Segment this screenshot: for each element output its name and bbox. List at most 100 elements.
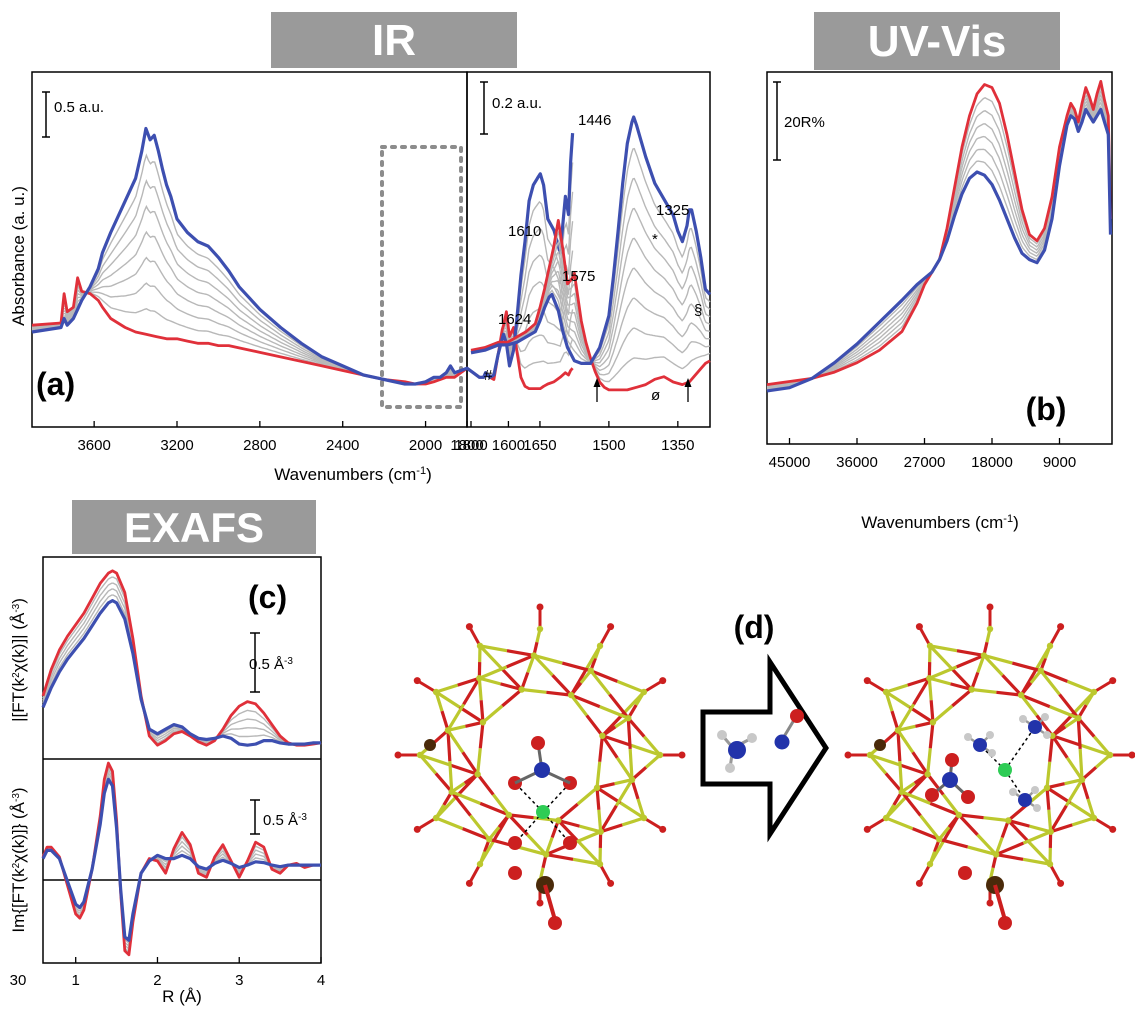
o-bond <box>596 786 622 805</box>
n-atom <box>1018 793 1032 807</box>
o-bond <box>908 705 934 724</box>
intermediate-line <box>42 582 322 746</box>
o-atom <box>925 788 939 802</box>
intermediate-line <box>42 774 321 944</box>
si-atom <box>898 788 905 796</box>
si-bond <box>1019 694 1039 717</box>
o-atom <box>1109 825 1117 833</box>
panel-label-a: (a) <box>36 366 75 402</box>
cu-atom <box>536 805 550 819</box>
si-bond <box>1039 669 1061 696</box>
si-bond <box>982 654 1004 677</box>
o-bond <box>458 705 484 724</box>
panel-c-bottom-scale-label: 0.5 Å-3 <box>263 812 307 830</box>
x-tick-label: 3200 <box>160 437 193 454</box>
si-bond <box>491 793 511 816</box>
panel-a-zoom-plot: 1800 1650 1500 1350 <box>454 115 712 454</box>
o-atom <box>548 916 562 930</box>
si-bond <box>928 644 953 669</box>
x-tick-label: 1800 <box>450 437 483 454</box>
panel-label-c: (c) <box>248 579 287 615</box>
si-atom <box>432 688 440 696</box>
panel-c-top-ylabel: |[FT(k2χ(k)]| (Å-3) <box>9 598 28 722</box>
x-tick-label: 1500 <box>592 437 625 454</box>
si-atom <box>1017 691 1025 699</box>
series-line-blue <box>31 126 575 386</box>
o-atom <box>986 899 994 907</box>
o-bond <box>1050 823 1073 834</box>
intermediate-line <box>42 771 321 947</box>
x-tick-label: 1600 <box>492 437 525 454</box>
panel-a-frame <box>31 71 468 428</box>
series-line-blue <box>470 115 712 365</box>
arrow-marker-1 <box>593 378 601 402</box>
o-bond <box>506 649 535 658</box>
o-bond <box>1049 804 1068 833</box>
o-bond <box>598 735 604 762</box>
si-atom <box>656 751 664 759</box>
o-bond <box>643 816 664 831</box>
o-bond <box>506 653 535 669</box>
o-atom <box>1057 879 1065 887</box>
o-bond <box>1048 625 1062 647</box>
o-bond <box>626 718 632 750</box>
uvvis-banner: UV-Vis <box>814 12 1060 70</box>
ir-banner: IR <box>271 12 517 68</box>
panel-c-top-scale-label: 0.5 Å-3 <box>249 656 293 674</box>
o-bond <box>890 710 900 731</box>
si-atom <box>968 686 975 693</box>
o-atom <box>531 736 545 750</box>
intermediate-line <box>42 767 321 950</box>
si-bond <box>476 748 482 775</box>
o-bond <box>929 700 935 723</box>
si-bond <box>901 790 931 805</box>
x-tick-label: 2 <box>153 972 161 989</box>
o-bond <box>479 700 485 723</box>
o-atom <box>413 825 421 833</box>
si-bond <box>621 816 645 827</box>
o-atom <box>659 825 667 833</box>
o-atom <box>998 916 1012 930</box>
o-bond <box>918 863 932 885</box>
o-bond <box>561 661 592 673</box>
panel-label-d: (d) <box>734 609 775 645</box>
si-bond <box>614 778 634 807</box>
n-atom <box>973 738 987 752</box>
o-bond <box>478 722 485 749</box>
x-tick-label: 3 <box>235 972 243 989</box>
o-atom <box>678 751 686 759</box>
si-bond <box>919 814 941 841</box>
si-atom <box>625 714 632 722</box>
o-bond <box>630 779 640 800</box>
si-bond <box>1047 809 1053 832</box>
si-atom <box>926 860 934 868</box>
si-bond <box>931 704 954 724</box>
o-bond <box>1007 819 1031 844</box>
si-bond <box>595 761 602 788</box>
intermediate-line <box>42 764 321 953</box>
o-bond <box>866 679 887 694</box>
o-bond <box>995 852 1024 861</box>
exafs-banner: EXAFS <box>72 500 316 554</box>
si-bond <box>926 748 932 775</box>
cu-atom <box>998 763 1012 777</box>
o-bond <box>434 772 453 793</box>
o-bond <box>570 693 601 709</box>
o-bond <box>508 813 534 820</box>
o-atom <box>659 677 667 685</box>
peak-label-1610: 1610 <box>508 223 541 240</box>
o-bond <box>1077 717 1096 738</box>
h-atom <box>1031 786 1039 794</box>
si-bond <box>928 676 951 686</box>
si-bond <box>526 833 548 856</box>
o-bond <box>950 682 973 692</box>
x-tick-label: 9000 <box>1043 454 1076 471</box>
x-tick-label: 2800 <box>243 437 276 454</box>
o-atom <box>986 603 994 611</box>
o-bond <box>1093 679 1114 694</box>
si-atom <box>1005 817 1012 824</box>
si-bond <box>572 830 602 845</box>
si-bond <box>976 833 998 856</box>
si-atom <box>1090 814 1098 822</box>
n-atom <box>534 762 550 778</box>
